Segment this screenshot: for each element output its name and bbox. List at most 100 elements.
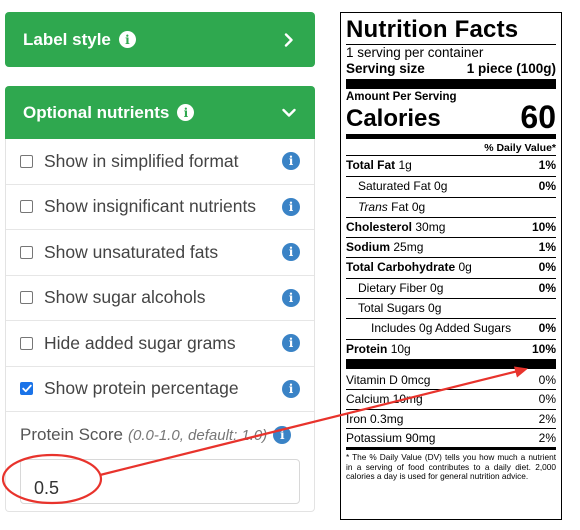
label-style-title: Label style	[23, 29, 111, 49]
option-label: Show protein percentage	[44, 378, 239, 399]
nf-calories-value: 60	[520, 99, 556, 135]
nf-nutrient-dv: 1%	[538, 240, 556, 255]
chevron-right-icon[interactable]	[279, 30, 299, 50]
nf-calories-label: Calories	[346, 105, 441, 132]
nf-nutrient-name: Protein	[346, 341, 388, 356]
nf-nutrient-name: Saturated Fat 0g	[358, 179, 448, 194]
option-hide-added-sugar[interactable]: Hide added sugar grams i	[6, 321, 314, 367]
nf-nutrient-dv: 0%	[538, 179, 556, 194]
optional-nutrients-header[interactable]: Optional nutrients i	[5, 86, 315, 139]
nf-row-cholesterol: Cholesterol 30mg 10%	[346, 216, 556, 237]
nf-row-trans-fat: Trans Fat 0g	[346, 196, 556, 217]
nf-title: Nutrition Facts	[346, 16, 519, 43]
nf-vitamin-name: Potassium 90mg	[346, 431, 436, 446]
nf-row-saturated-fat: Saturated Fat 0g 0%	[346, 176, 556, 196]
nf-vitamin-dv: 2%	[538, 411, 556, 426]
nf-daily-value-header: % Daily Value*	[346, 141, 556, 156]
nf-serving-size: Serving size 1 piece (100g)	[346, 61, 556, 77]
nf-vitamin-name: Calcium 10mg	[346, 392, 423, 407]
nf-row-total-carbohydrate: Total Carbohydrate 0g 0%	[346, 257, 556, 277]
info-icon[interactable]: i	[282, 334, 300, 353]
nf-nutrient-name: Total Carbohydrate	[346, 260, 456, 275]
nf-vitamin-dv: 0%	[538, 372, 556, 387]
nf-vitamin-row: Potassium 90mg 2%	[346, 429, 556, 451]
chevron-down-icon[interactable]	[279, 103, 299, 123]
option-label: Show insignificant nutrients	[44, 196, 257, 217]
option-label: Hide added sugar grams	[44, 332, 236, 353]
nf-nutrient-name: Total Sugars 0g	[358, 301, 442, 316]
checkbox[interactable]	[20, 245, 33, 259]
optional-nutrients-title: Optional nutrients	[23, 102, 170, 122]
optional-nutrients-card: Optional nutrients i Show in simplified …	[5, 86, 315, 512]
nf-serving-size-label: Serving size	[346, 61, 425, 76]
option-unsaturated-fats[interactable]: Show unsaturated fats i	[6, 230, 314, 276]
protein-score-title: Protein Score	[20, 425, 123, 444]
nf-nutrient-name: Trans	[358, 199, 388, 214]
nf-row-total-fat: Total Fat 1g 1%	[346, 156, 556, 176]
nf-nutrient-dv: 1%	[538, 158, 556, 172]
nf-nutrient-name: Total Fat	[346, 158, 396, 172]
nf-nutrient-amount: 10g	[390, 341, 411, 356]
nf-nutrient-name: Includes 0g Added Sugars	[371, 321, 512, 336]
nf-vitamin-dv: 0%	[538, 392, 556, 407]
checkbox[interactable]	[20, 200, 33, 214]
nf-nutrient-amount: 25mg	[393, 240, 424, 255]
nf-serving-size-value: 1 piece (100g)	[466, 61, 556, 76]
nf-nutrient-dv: 10%	[531, 219, 556, 234]
nf-row-sodium: Sodium 25mg 1%	[346, 237, 556, 257]
info-icon[interactable]: i	[273, 426, 292, 444]
nf-vitamin-name: Vitamin D 0mcg	[346, 372, 431, 387]
nf-vitamin-name: Iron 0.3mg	[346, 411, 404, 426]
nutrition-facts-label: Nutrition Facts 1 serving per container …	[340, 12, 562, 520]
nf-nutrient-amount: 0g	[458, 260, 472, 275]
nf-row-dietary-fiber: Dietary Fiber 0g 0%	[346, 277, 556, 298]
nf-row-added-sugars: Includes 0g Added Sugars 0%	[346, 318, 556, 338]
nf-thick-divider	[346, 79, 556, 89]
info-icon[interactable]: i	[282, 379, 300, 398]
nf-amount-per-serving: Amount Per Serving	[346, 91, 457, 103]
nf-medium-divider	[346, 134, 556, 139]
nf-vitamin-row: Calcium 10mg 0%	[346, 390, 556, 410]
protein-score-hint: (0.0-1.0, default: 1.0)	[128, 426, 268, 444]
nf-vitamin-dv: 2%	[538, 431, 556, 446]
nf-servings: 1 serving per container	[346, 45, 484, 60]
info-icon[interactable]: i	[282, 243, 300, 262]
nf-nutrient-name: Cholesterol	[346, 219, 413, 234]
nf-calories: Calories 60	[346, 99, 556, 135]
nf-nutrient-dv: 10%	[531, 341, 556, 356]
info-icon[interactable]: i	[282, 152, 300, 171]
nf-row-protein: Protein 10g 10%	[346, 338, 556, 359]
nf-vitamin-row: Iron 0.3mg 2%	[346, 410, 556, 430]
option-insignificant-nutrients[interactable]: Show insignificant nutrients i	[6, 185, 314, 230]
nf-nutrient-dv: 0%	[538, 260, 556, 275]
nf-vitamin-row: Vitamin D 0mcg 0%	[346, 371, 556, 391]
checkbox[interactable]	[20, 291, 33, 305]
nf-nutrient-amount: Fat 0g	[391, 199, 426, 214]
option-label: Show sugar alcohols	[44, 287, 206, 308]
option-sugar-alcohols[interactable]: Show sugar alcohols i	[6, 276, 314, 321]
info-icon[interactable]: i	[282, 197, 300, 216]
option-label: Show in simplified format	[44, 150, 239, 171]
nf-row-total-sugars: Total Sugars 0g	[346, 298, 556, 318]
option-protein-percentage[interactable]: Show protein percentage i	[6, 367, 314, 412]
protein-score-label: Protein Score (0.0-1.0, default: 1.0) i	[6, 412, 314, 445]
nf-thick-divider	[346, 358, 556, 369]
nf-nutrient-name: Sodium	[346, 240, 390, 255]
checkbox[interactable]	[20, 154, 33, 168]
nf-nutrient-dv: 0%	[538, 321, 556, 336]
label-style-card[interactable]: Label style i	[5, 12, 315, 67]
nf-footnote: * The % Daily Value (DV) tells you how m…	[346, 452, 556, 482]
checkbox-checked[interactable]	[20, 382, 33, 396]
info-icon[interactable]: i	[177, 104, 195, 121]
checkbox[interactable]	[20, 336, 33, 350]
label-style-header[interactable]: Label style i	[5, 12, 315, 67]
option-simplified-format[interactable]: Show in simplified format i	[6, 139, 314, 185]
protein-score-input[interactable]	[20, 459, 300, 504]
option-label: Show unsaturated fats	[44, 241, 219, 262]
info-icon[interactable]: i	[118, 31, 136, 48]
info-icon[interactable]: i	[282, 288, 300, 307]
nf-nutrient-dv: 0%	[538, 280, 556, 295]
nf-nutrient-amount: 1g	[398, 158, 412, 172]
nf-nutrient-name: Dietary Fiber 0g	[358, 280, 444, 295]
nf-nutrient-amount: 30mg	[415, 219, 446, 234]
